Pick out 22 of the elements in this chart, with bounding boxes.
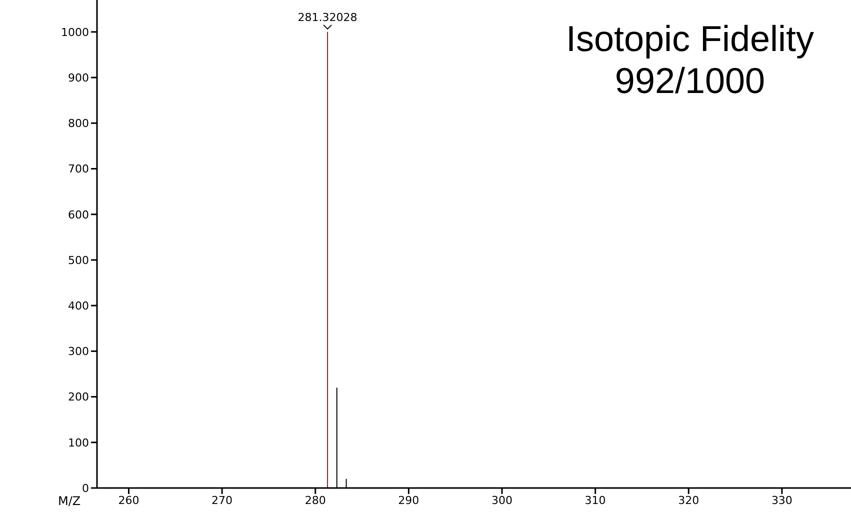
y-tick-label: 600: [68, 208, 89, 222]
x-tick-label: 290: [398, 494, 420, 507]
y-tick-label: 200: [68, 390, 89, 404]
y-tick-label: 500: [68, 254, 89, 267]
y-tick-label: 0: [82, 482, 89, 495]
y-tick-label: 700: [68, 162, 89, 176]
y-tick-label: 800: [68, 117, 89, 130]
y-tick-label: 1000: [61, 26, 89, 39]
x-tick-label: 270: [212, 494, 233, 507]
x-axis-title: M/Z: [58, 494, 81, 508]
x-tick-label: 280: [304, 494, 326, 507]
x-tick-label: 260: [118, 494, 140, 507]
y-tick-label: 400: [68, 299, 89, 312]
annotation: 281.32028: [298, 10, 358, 24]
y-tick-label: 300: [68, 345, 89, 358]
x-tick-label: 330: [771, 494, 792, 507]
x-tick-label: 320: [678, 494, 700, 507]
x-tick-label: 300: [491, 494, 512, 507]
y-tick-label: 900: [68, 71, 89, 84]
annotation: Isotopic Fidelity 992/1000: [564, 18, 816, 102]
x-tick-label: 310: [584, 494, 606, 507]
y-tick-label: 100: [68, 436, 89, 450]
